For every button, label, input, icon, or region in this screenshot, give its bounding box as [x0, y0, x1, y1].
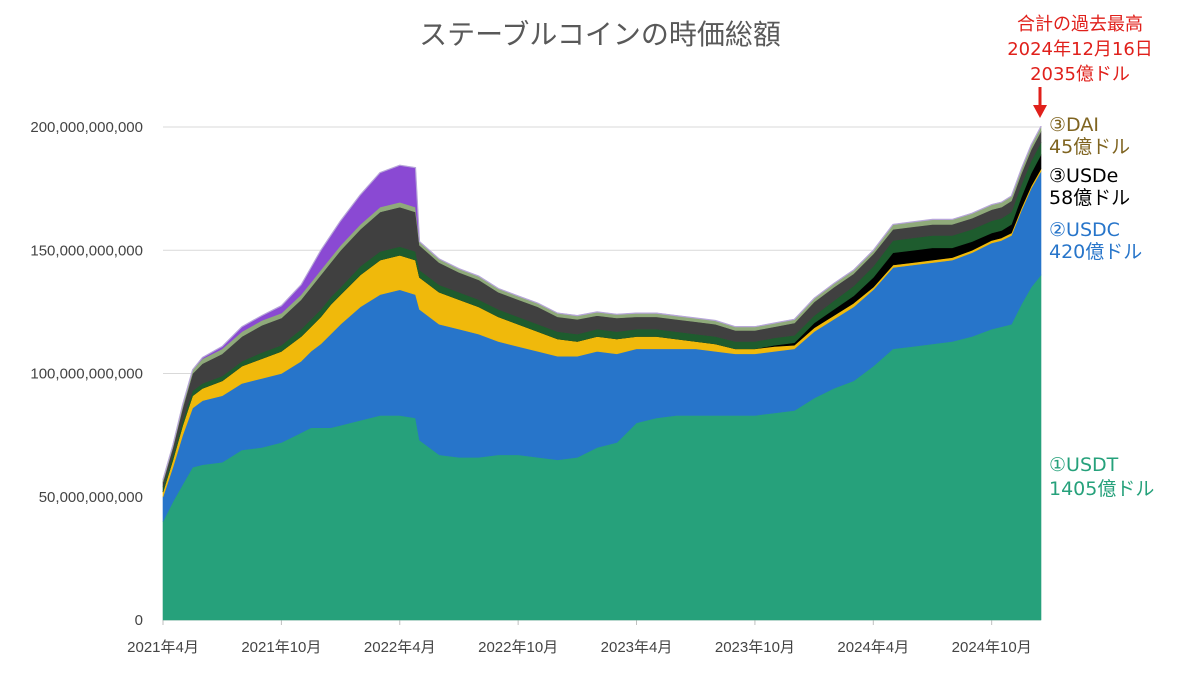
series-label: 420億ドル [1049, 241, 1142, 263]
x-tick-label: 2022年4月 [364, 639, 436, 656]
annotation-line-2: 2024年12月16日 [1007, 39, 1153, 60]
annotation-line-1: 合計の過去最高 [1017, 14, 1143, 35]
series-label: 1405億ドル [1049, 478, 1154, 500]
series-label: 58億ドル [1049, 187, 1130, 209]
series-label: ③USDe [1049, 165, 1118, 187]
x-axis-ticks: 2021年4月 2021年10月 2022年4月 2022年10月 2023年4月 202… [127, 620, 1032, 656]
y-tick-label: 150,000,000,000 [30, 242, 143, 259]
series-label: ③DAI [1049, 114, 1099, 136]
chart-title: ステーブルコインの時価総額 [419, 18, 781, 51]
x-tick-label: 2021年4月 [127, 639, 199, 656]
x-tick-label: 2024年10月 [952, 639, 1032, 656]
x-tick-label: 2021年10月 [241, 639, 321, 656]
x-tick-label: 2023年4月 [601, 639, 673, 656]
series-label: 45億ドル [1049, 136, 1130, 158]
record-annotation: 合計の過去最高 2024年12月16日 2035億ドル [1007, 14, 1153, 118]
annotation-arrow-head [1033, 105, 1047, 118]
y-tick-label: 0 [135, 612, 143, 629]
total-outline [162, 126, 1042, 480]
series-label: ②USDC [1049, 219, 1120, 241]
y-tick-label: 100,000,000,000 [30, 366, 143, 383]
y-tick-label: 200,000,000,000 [30, 119, 143, 136]
y-axis-ticks: 0 50,000,000,000 100,000,000,000 150,000,00… [30, 119, 143, 629]
x-tick-label: 2024年4月 [837, 639, 909, 656]
x-tick-label: 2022年10月 [478, 639, 558, 656]
annotation-line-3: 2035億ドル [1030, 64, 1130, 85]
series-label: ①USDT [1049, 454, 1119, 476]
x-tick-label: 2023年10月 [715, 639, 795, 656]
series-areas [162, 126, 1042, 621]
y-tick-label: 50,000,000,000 [39, 489, 143, 506]
